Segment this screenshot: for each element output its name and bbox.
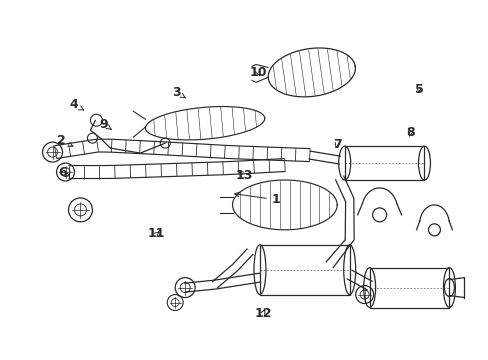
- Text: 2: 2: [57, 134, 73, 147]
- Text: 3: 3: [172, 86, 185, 99]
- Text: 13: 13: [235, 169, 253, 182]
- Bar: [260, 245, 349, 294]
- Text: 4: 4: [69, 98, 83, 111]
- Text: 1: 1: [234, 192, 280, 206]
- Text: 7: 7: [332, 138, 341, 150]
- Text: 8: 8: [405, 126, 414, 139]
- Text: 9: 9: [100, 118, 111, 131]
- Text: 6: 6: [58, 166, 69, 179]
- Text: 11: 11: [148, 227, 165, 240]
- Text: 12: 12: [254, 307, 271, 320]
- Text: 10: 10: [249, 66, 266, 79]
- Bar: [369, 268, 448, 307]
- Text: 5: 5: [414, 83, 423, 96]
- Bar: [344, 146, 424, 180]
